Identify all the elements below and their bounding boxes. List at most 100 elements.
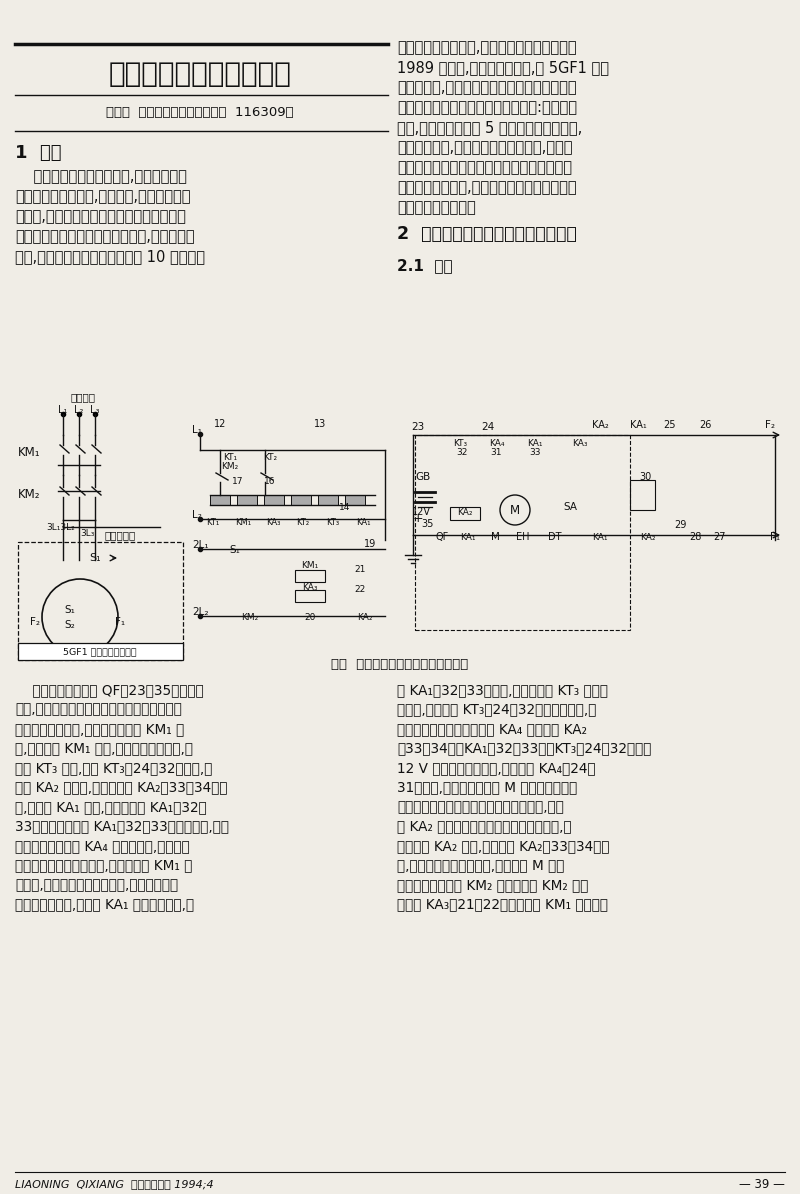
Bar bbox=[237, 496, 257, 505]
Text: +: + bbox=[413, 512, 423, 525]
Text: L₂: L₂ bbox=[192, 510, 202, 521]
Bar bbox=[18, 644, 183, 660]
Text: 去电压,但因接点 KT₃（24～32）有延时作用,所: 去电压,但因接点 KT₃（24～32）有延时作用,所 bbox=[397, 702, 596, 716]
Text: 12: 12 bbox=[214, 419, 226, 429]
Text: 35: 35 bbox=[421, 519, 433, 529]
Text: 3L₁3L₂: 3L₁3L₂ bbox=[46, 523, 74, 531]
Text: QF: QF bbox=[435, 533, 449, 542]
Text: KT₂: KT₂ bbox=[297, 518, 310, 527]
Text: 1  引言: 1 引言 bbox=[15, 144, 62, 162]
Text: 3L₃: 3L₃ bbox=[80, 529, 94, 537]
Text: EH: EH bbox=[516, 533, 530, 542]
Text: 32: 32 bbox=[456, 448, 468, 457]
Text: KA₃: KA₃ bbox=[266, 518, 280, 527]
Text: 20: 20 bbox=[304, 613, 316, 622]
Text: 作,其主接点 KM₁ 闭合,将市电和负载接通,继: 作,其主接点 KM₁ 闭合,将市电和负载接通,继 bbox=[15, 741, 193, 756]
Text: 以此时仍闭合。起动继电器 KA₄ 通过接点 KA₂: 以此时仍闭合。起动继电器 KA₄ 通过接点 KA₂ bbox=[397, 722, 587, 736]
Text: 而且自动倒闸,将电力输送给用电设备,大大缩: 而且自动倒闸,将电力输送给用电设备,大大缩 bbox=[397, 141, 573, 155]
Text: L₁: L₁ bbox=[192, 425, 202, 435]
Text: F₁: F₁ bbox=[115, 617, 125, 627]
Text: 1989 年开始,我们经反复试验,在 5GF1 型柴: 1989 年开始,我们经反复试验,在 5GF1 型柴 bbox=[397, 61, 609, 75]
Text: 31: 31 bbox=[490, 448, 502, 457]
Text: 30: 30 bbox=[639, 472, 651, 482]
Text: F₂: F₂ bbox=[30, 617, 40, 627]
Text: 26: 26 bbox=[699, 420, 711, 430]
Text: 发电机起动继电器 KA₄ 电路未接通,发电机不: 发电机起动继电器 KA₄ 电路未接通,发电机不 bbox=[15, 839, 190, 853]
Text: KM₂: KM₂ bbox=[18, 488, 41, 501]
Text: 16: 16 bbox=[264, 476, 276, 486]
Text: KA₄: KA₄ bbox=[490, 439, 505, 448]
Text: KM₁: KM₁ bbox=[18, 445, 41, 458]
Text: （市电）: （市电） bbox=[70, 392, 95, 402]
Bar bbox=[18, 542, 183, 660]
Text: 25: 25 bbox=[664, 420, 676, 430]
Text: 柴油发电机自动控制装置: 柴油发电机自动控制装置 bbox=[109, 60, 291, 88]
Text: 随着国民经济的迅猛发展,本市电力供给: 随着国民经济的迅猛发展,本市电力供给 bbox=[15, 170, 187, 185]
Text: 以继电器 KA₂ 吸动,常闭接点 KA₂（33～34）断: 以继电器 KA₂ 吸动,常闭接点 KA₂（33～34）断 bbox=[397, 839, 610, 853]
Text: 工作。当市电突然停电后,交流接触器 KM₁ 立: 工作。当市电突然停电后,交流接触器 KM₁ 立 bbox=[15, 858, 192, 873]
Text: 24: 24 bbox=[482, 421, 494, 432]
Text: KT₁: KT₁ bbox=[223, 453, 237, 462]
Text: F₁: F₁ bbox=[770, 533, 780, 542]
Text: 附图  柴油发电机自动发电装置原理图: 附图 柴油发电机自动发电装置原理图 bbox=[331, 659, 469, 671]
Text: 27: 27 bbox=[714, 533, 726, 542]
Text: S₁: S₁ bbox=[65, 605, 75, 615]
Text: KA₂: KA₂ bbox=[358, 613, 373, 622]
Text: 电器 KA₂ 不动作,其常闭接点 KA₂（33～34）闭: 电器 KA₂ 不动作,其常闭接点 KA₂（33～34）闭 bbox=[15, 781, 227, 794]
Text: 33: 33 bbox=[530, 448, 541, 457]
Text: L₁: L₁ bbox=[58, 405, 68, 416]
Text: 2L₂: 2L₂ bbox=[192, 607, 209, 617]
Text: 14: 14 bbox=[339, 503, 350, 512]
Text: 的运行和不断完善,工作性能稳定可靠。现就其: 的运行和不断完善,工作性能稳定可靠。现就其 bbox=[397, 180, 577, 196]
Text: L₂: L₂ bbox=[74, 405, 84, 416]
Text: KM₂: KM₂ bbox=[242, 613, 258, 622]
Text: 合,继电器 KA₁ 动作,其常闭接点 KA₁（32～: 合,继电器 KA₁ 动作,其常闭接点 KA₁（32～ bbox=[15, 800, 206, 814]
Text: 22: 22 bbox=[354, 585, 366, 593]
Text: 2L₁: 2L₁ bbox=[192, 540, 209, 550]
Text: F₂: F₂ bbox=[765, 420, 775, 430]
Text: 闭接点 KA₃（21～22）和接触器 KM₁ 的常闭接: 闭接点 KA₃（21～22）和接触器 KM₁ 的常闭接 bbox=[397, 898, 608, 911]
Bar bbox=[210, 496, 230, 505]
Text: 19: 19 bbox=[364, 538, 376, 549]
Text: S₁: S₁ bbox=[89, 553, 101, 564]
Text: SA: SA bbox=[563, 501, 577, 512]
Bar bbox=[415, 435, 630, 630]
Text: 蔡明伟  （大连复州湾盐场气象台  116309）: 蔡明伟 （大连复州湾盐场气象台 116309） bbox=[106, 106, 294, 119]
Text: 31）闭合,使直流起动马达 M 运转并带动发电: 31）闭合,使直流起动马达 M 运转并带动发电 bbox=[397, 781, 578, 794]
Text: KT₂: KT₂ bbox=[263, 453, 277, 462]
Text: 油发电机上,成功地配置了一种能够自动发电、: 油发电机上,成功地配置了一种能够自动发电、 bbox=[397, 80, 577, 96]
Text: （至负载）: （至负载） bbox=[104, 530, 136, 540]
Text: KA₂: KA₂ bbox=[592, 420, 608, 430]
Text: 图）,整个自动控制装置处于工作状态。在市电: 图）,整个自动控制装置处于工作状态。在市电 bbox=[15, 702, 182, 716]
Text: KT₃: KT₃ bbox=[453, 439, 467, 448]
Text: 开,切断了起动继电器电源,起动马达 M 停止: 开,切断了起动继电器电源,起动马达 M 停止 bbox=[397, 858, 564, 873]
Text: KT₁: KT₁ bbox=[206, 518, 220, 527]
Text: L₃: L₃ bbox=[90, 405, 100, 416]
Text: 12V: 12V bbox=[411, 507, 430, 517]
Text: 21: 21 bbox=[354, 565, 366, 574]
Bar bbox=[345, 496, 365, 505]
Text: 没有停电的情况下,此时交流接触器 KM₁ 动: 没有停电的情况下,此时交流接触器 KM₁ 动 bbox=[15, 722, 184, 736]
Text: GB: GB bbox=[415, 472, 430, 482]
Bar bbox=[318, 496, 338, 505]
Bar bbox=[264, 496, 284, 505]
Text: 工作。接触器线圈 KM₂ 经过继电器 KM₂ 的常: 工作。接触器线圈 KM₂ 经过继电器 KM₂ 的常 bbox=[397, 878, 588, 892]
Text: — 39 —: — 39 — bbox=[739, 1177, 785, 1190]
Text: 告停电,这给气象通信和预报服务造成极大困: 告停电,这给气象通信和预报服务造成极大困 bbox=[15, 209, 186, 224]
Text: DT: DT bbox=[548, 533, 562, 542]
Text: 停电,用人工起动发电机最快也要 10 分钟。而: 停电,用人工起动发电机最快也要 10 分钟。而 bbox=[15, 250, 205, 265]
Text: 17: 17 bbox=[232, 476, 244, 486]
Text: KA₁: KA₁ bbox=[527, 439, 542, 448]
Text: 点 KA₁（32～33）闭合,时间继电器 KT₃ 虽然失: 点 KA₁（32～33）闭合,时间继电器 KT₃ 虽然失 bbox=[397, 683, 608, 697]
Text: KM₁: KM₁ bbox=[302, 561, 318, 570]
Text: M: M bbox=[510, 504, 520, 517]
Text: 不足的状况日益明显,经常停电,甚至出现无警: 不足的状况日益明显,经常停电,甚至出现无警 bbox=[15, 190, 190, 204]
Text: 2  柴油发电机自动发电装置工作原理: 2 柴油发电机自动发电装置工作原理 bbox=[397, 224, 577, 244]
Text: 当合上自动控制闸 QF（23～35）时（附: 当合上自动控制闸 QF（23～35）时（附 bbox=[15, 683, 204, 697]
Text: 12 V 直流电源开始动作,常开接点 KA₄（24～: 12 V 直流电源开始动作,常开接点 KA₄（24～ bbox=[397, 761, 596, 775]
Text: KA₁: KA₁ bbox=[592, 533, 608, 542]
Text: 即释放,其三组主接点随之断开,将市电与负载: 即释放,其三组主接点随之断开,将市电与负载 bbox=[15, 878, 178, 892]
Text: 28: 28 bbox=[689, 533, 701, 542]
Text: 器 KA₂ 线圈因并联在发电机的输出线路上,所: 器 KA₂ 线圈因并联在发电机的输出线路上,所 bbox=[397, 819, 572, 833]
Text: 电时,该柴油发电机在 5 秒钟内就能发出电来,: 电时,该柴油发电机在 5 秒钟内就能发出电来, bbox=[397, 121, 582, 135]
